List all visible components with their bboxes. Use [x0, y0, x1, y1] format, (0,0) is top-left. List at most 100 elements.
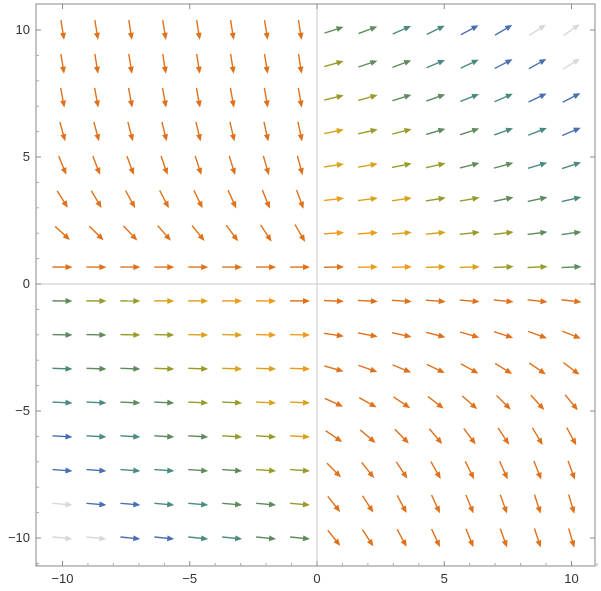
field-arrow-head [195, 100, 202, 108]
field-arrow [52, 365, 73, 372]
field-arrow [260, 224, 272, 242]
field-arrow [127, 87, 134, 108]
field-arrow-head [370, 229, 378, 236]
field-arrow-head [434, 471, 441, 479]
field-arrow [86, 535, 107, 542]
field-arrow [357, 128, 378, 135]
field-arrow-head [167, 365, 175, 372]
field-arrow [566, 427, 577, 446]
field-arrow-head [133, 264, 141, 271]
field-arrow [290, 535, 310, 542]
field-arrow-head [505, 195, 514, 202]
field-arrow [494, 93, 513, 103]
field-arrow [430, 494, 440, 514]
field-arrow-head [369, 366, 378, 373]
field-arrow [357, 332, 378, 339]
field-arrow-head [99, 264, 107, 271]
field-arrow [93, 20, 100, 40]
field-arrow [263, 87, 270, 108]
field-arrow-head [468, 471, 475, 480]
field-arrow [222, 264, 243, 271]
field-arrow [358, 397, 377, 408]
field-arrow [290, 331, 311, 338]
field-arrow [425, 161, 446, 169]
field-arrow [358, 60, 378, 68]
field-arrow-head [403, 93, 412, 100]
field-arrow [361, 495, 374, 513]
field-arrow-head [535, 471, 542, 480]
field-arrow-head [470, 25, 479, 32]
field-arrow [86, 399, 107, 406]
field-arrow [427, 395, 444, 409]
field-arrow-head [404, 263, 412, 270]
field-arrow [154, 297, 175, 304]
field-arrow-head [572, 368, 580, 375]
field-arrow [459, 229, 480, 236]
field-arrow [52, 433, 73, 440]
field-arrow-head [472, 229, 480, 236]
field-arrow [494, 362, 513, 374]
field-arrow [86, 433, 107, 440]
field-arrow-head [229, 32, 236, 40]
field-arrow-head [501, 505, 508, 514]
field-arrow [459, 161, 480, 169]
field-arrow-head [201, 331, 209, 338]
field-arrow-head [200, 501, 209, 508]
field-arrow-head [471, 59, 479, 66]
field-arrow [52, 467, 73, 474]
field-arrow [562, 93, 581, 103]
plot-frame [35, 3, 596, 567]
field-arrow [188, 365, 209, 372]
field-arrow-head [469, 437, 476, 445]
field-arrow-head [231, 233, 239, 242]
field-arrow-head [62, 233, 70, 240]
field-arrow-head [99, 365, 107, 372]
field-arrow [460, 25, 479, 36]
field-arrow-head [472, 263, 480, 270]
field-arrow [358, 94, 378, 102]
field-arrow-head [264, 167, 270, 176]
field-arrow-head [333, 538, 341, 546]
field-arrow-head [263, 66, 270, 74]
field-arrow [494, 59, 513, 70]
field-arrow [391, 298, 412, 305]
field-arrow-head [167, 264, 175, 271]
field-arrow-head [133, 331, 141, 338]
field-arrow-head [167, 297, 175, 304]
field-arrow-head [502, 437, 510, 445]
field-arrow [425, 298, 446, 305]
field-arrow [194, 155, 203, 175]
field-arrow [359, 429, 376, 443]
field-arrow-head [434, 505, 440, 514]
field-arrow [225, 224, 239, 242]
field-arrow [562, 24, 580, 37]
field-arrow-head [470, 367, 479, 374]
field-arrow-head [269, 264, 277, 271]
field-arrow-head [133, 535, 141, 542]
field-arrow-head [234, 501, 243, 508]
field-arrow [154, 467, 175, 474]
field-arrow [323, 196, 344, 202]
field-arrow [527, 298, 548, 305]
field-arrow-head [370, 298, 378, 305]
field-arrow-head [502, 471, 508, 480]
field-arrow [498, 460, 508, 480]
field-arrow [361, 529, 374, 547]
field-arrow [533, 460, 542, 480]
field-arrow [161, 121, 168, 142]
field-arrow-head [235, 365, 243, 372]
field-arrow-head [404, 332, 412, 339]
field-arrow [561, 161, 582, 170]
field-arrow-head [472, 298, 480, 305]
field-arrow-head [297, 32, 304, 40]
field-arrow-head [268, 535, 277, 542]
field-arrow-head [434, 539, 440, 548]
field-arrow [323, 230, 344, 236]
field-arrow [460, 93, 479, 103]
field-arrow-head [268, 365, 277, 372]
field-arrow [567, 460, 576, 480]
field-arrow [262, 155, 270, 176]
field-arrow [222, 297, 243, 304]
field-arrow-head [437, 367, 445, 374]
